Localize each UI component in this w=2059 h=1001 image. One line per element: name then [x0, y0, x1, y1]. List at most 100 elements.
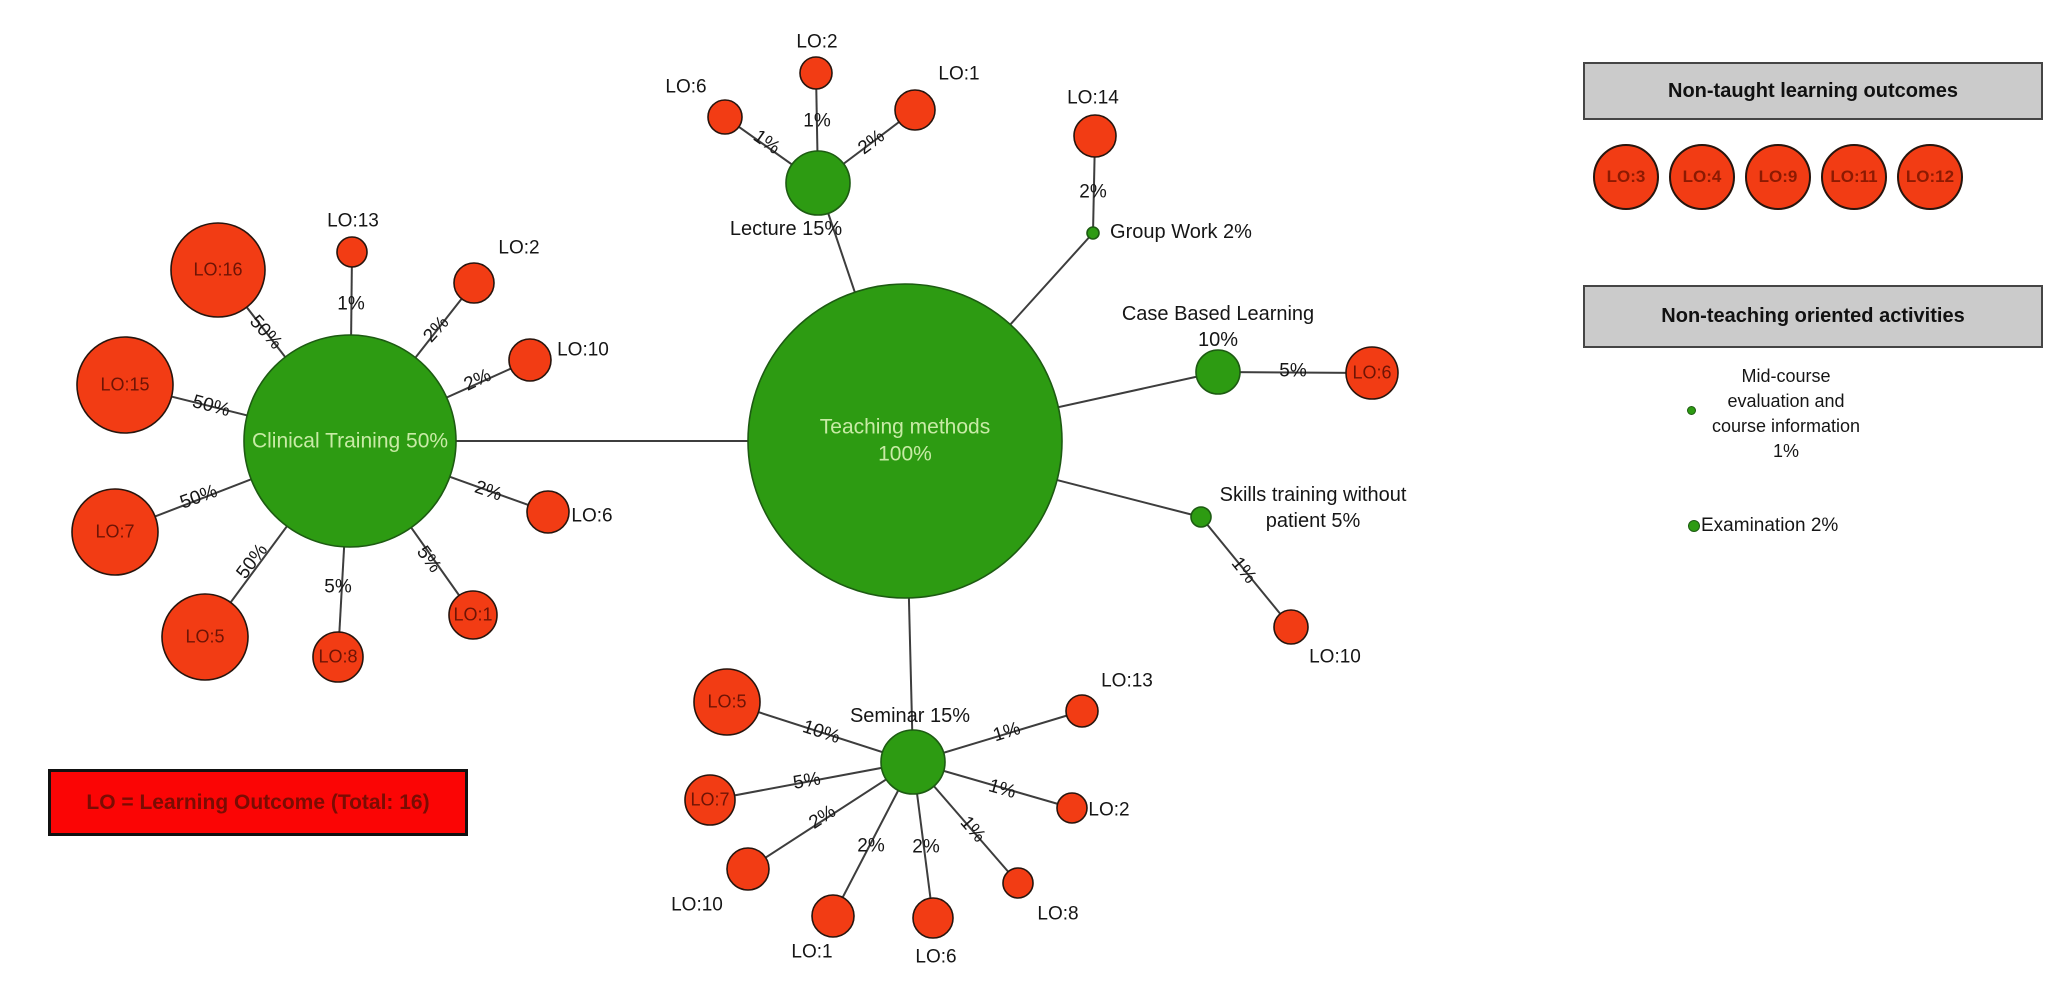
legend-non-taught-title: Non-taught learning outcomes: [1668, 79, 1958, 102]
edge-label-cbl-lo6_cbl: 5%: [1279, 360, 1307, 382]
node-label-line: LO:1: [938, 63, 980, 85]
legend-outcome-circle-LO3: LO:3: [1593, 144, 1659, 210]
node-label-line: Seminar 15%: [849, 705, 971, 727]
node-label-lo2_cl: LO:2: [498, 237, 539, 262]
outcome-node-lo2_cl: [453, 262, 495, 304]
node-label-lo6_cbl: LO:6: [1352, 361, 1391, 384]
node-label-line: LO:2: [1088, 799, 1130, 821]
examination-label: Examination 2%: [1701, 515, 1839, 536]
node-label-line: 100%: [878, 443, 932, 466]
outcome-node-lo1_lec: [894, 89, 936, 131]
node-label-line: LO:6: [1352, 362, 1392, 383]
outcome-node-lo6_lec: [707, 99, 743, 135]
edge-label-seminar-lo7_sem: 5%: [791, 768, 823, 794]
legend-non-teaching-title: Non-teaching oriented activities: [1661, 305, 1965, 327]
node-label-line: LO:6: [665, 76, 707, 98]
node-label-lo5_sem: LO:5: [707, 690, 746, 713]
node-label-lecture: Lecture 15%: [730, 216, 842, 242]
node-label-line: Clinical Training 50%: [251, 429, 449, 453]
outcome-node-lo16_cl: [170, 222, 266, 318]
node-label-lo10_sk: LO:10: [1309, 646, 1361, 671]
legend-non-teaching-box: Non-teaching oriented activities: [1583, 285, 2043, 348]
method-node-lecture: [785, 150, 851, 216]
node-label-lo2_sem: LO:2: [1088, 799, 1129, 824]
node-label-lo2_lec: LO:2: [796, 31, 837, 56]
outcome-node-lo5_cl: [161, 593, 249, 681]
outcome-node-lo6_cl: [526, 490, 570, 534]
edge-skills-lo10_sk: [1200, 516, 1292, 628]
outcome-node-lo14_gw: [1073, 114, 1117, 158]
node-label-lo7_sem: LO:7: [690, 788, 729, 811]
node-label-line: LO:7: [95, 521, 135, 542]
footnote-text: LO = Learning Outcome (Total: 16): [86, 790, 430, 814]
outcome-node-lo1_sem: [811, 894, 855, 938]
edge-label-groupwork-lo14_gw: 2%: [1079, 181, 1107, 203]
node-label-lo1_sem: LO:1: [791, 941, 832, 966]
node-label-cbl: Case Based Learning 10%: [1122, 301, 1314, 353]
outcome-node-lo10_cl: [508, 338, 552, 382]
mid-course-label: Mid-course evaluation and course informa…: [1636, 364, 1936, 464]
node-label-lo10_sem: LO:10: [671, 894, 723, 919]
method-node-clinical: [243, 334, 457, 548]
node-label-line: LO:1: [453, 604, 493, 625]
node-label-lo10_cl: LO:10: [557, 339, 609, 364]
node-label-teaching: Teaching methods 100%: [820, 414, 990, 469]
edge-label-seminar-lo1_sem: 2%: [857, 835, 885, 857]
outcome-node-lo7_cl: [71, 488, 159, 576]
edge-label-seminar-lo6_sem: 2%: [912, 836, 940, 858]
node-label-line: LO:5: [707, 691, 747, 712]
legend-outcome-circle-LO4: LO:4: [1669, 144, 1735, 210]
edge-label-clinical-lo8_cl: 5%: [324, 576, 352, 598]
node-label-lo6_lec: LO:6: [665, 76, 706, 101]
outcome-node-lo2_lec: [799, 56, 833, 90]
legend-outcome-circle-LO11: LO:11: [1821, 144, 1887, 210]
node-label-line: patient 5%: [1265, 510, 1361, 532]
node-label-line: LO:6: [915, 946, 957, 968]
examination-dot: [1688, 520, 1700, 532]
outcome-node-lo7_sem: [684, 774, 736, 826]
mid-course-line: Mid-course: [1741, 366, 1831, 386]
outcome-node-lo2_sem: [1056, 792, 1088, 824]
method-node-cbl: [1195, 349, 1241, 395]
node-label-line: LO:2: [796, 31, 838, 53]
node-label-line: Group Work 2%: [1110, 221, 1252, 243]
node-label-line: LO:2: [498, 237, 540, 259]
node-label-lo15_cl: LO:15: [100, 373, 149, 396]
node-label-lo13_cl: LO:13: [327, 210, 379, 235]
method-node-skills: [1190, 506, 1212, 528]
node-label-line: LO:10: [1309, 646, 1361, 668]
node-label-line: Case Based Learning: [1121, 303, 1315, 325]
node-label-lo7_cl: LO:7: [95, 520, 134, 543]
method-node-seminar: [880, 729, 946, 795]
node-label-lo1_cl: LO:1: [453, 603, 492, 626]
node-label-lo6_sem: LO:6: [915, 946, 956, 971]
node-label-line: LO:5: [185, 626, 225, 647]
outcome-node-lo5_sem: [693, 668, 761, 736]
legend-outcome-circle-LO9: LO:9: [1745, 144, 1811, 210]
node-label-line: LO:8: [1037, 903, 1079, 925]
outcome-node-lo10_sem: [726, 847, 770, 891]
node-label-line: LO:14: [1067, 87, 1119, 109]
outcome-node-lo13_cl: [336, 236, 368, 268]
node-label-seminar: Seminar 15%: [850, 703, 970, 729]
node-label-line: Skills training without: [1219, 484, 1407, 506]
node-label-groupwork: Group Work 2%: [1110, 219, 1252, 245]
node-label-line: LO:16: [193, 259, 243, 280]
mid-course-line: 1%: [1772, 441, 1799, 461]
outcome-node-lo10_sk: [1273, 609, 1309, 645]
node-label-lo8_cl: LO:8: [318, 645, 357, 668]
node-label-lo13_sem: LO:13: [1101, 670, 1153, 695]
outcome-node-lo1_cl: [448, 590, 498, 640]
edge-label-lecture-lo2_lec: 1%: [803, 110, 831, 132]
node-label-skills: Skills training without patient 5%: [1220, 482, 1407, 534]
node-label-lo8_sem: LO:8: [1037, 903, 1078, 928]
node-label-lo5_cl: LO:5: [185, 625, 224, 648]
node-label-clinical: Clinical Training 50%: [252, 427, 448, 454]
node-label-line: Lecture 15%: [729, 218, 843, 240]
node-label-line: LO:8: [318, 646, 358, 667]
outcome-node-lo8_cl: [312, 631, 364, 683]
node-label-lo16_cl: LO:16: [193, 258, 242, 281]
legend-non-taught-box: Non-taught learning outcomes: [1583, 62, 2043, 120]
mid-course-line: evaluation and: [1727, 391, 1845, 411]
